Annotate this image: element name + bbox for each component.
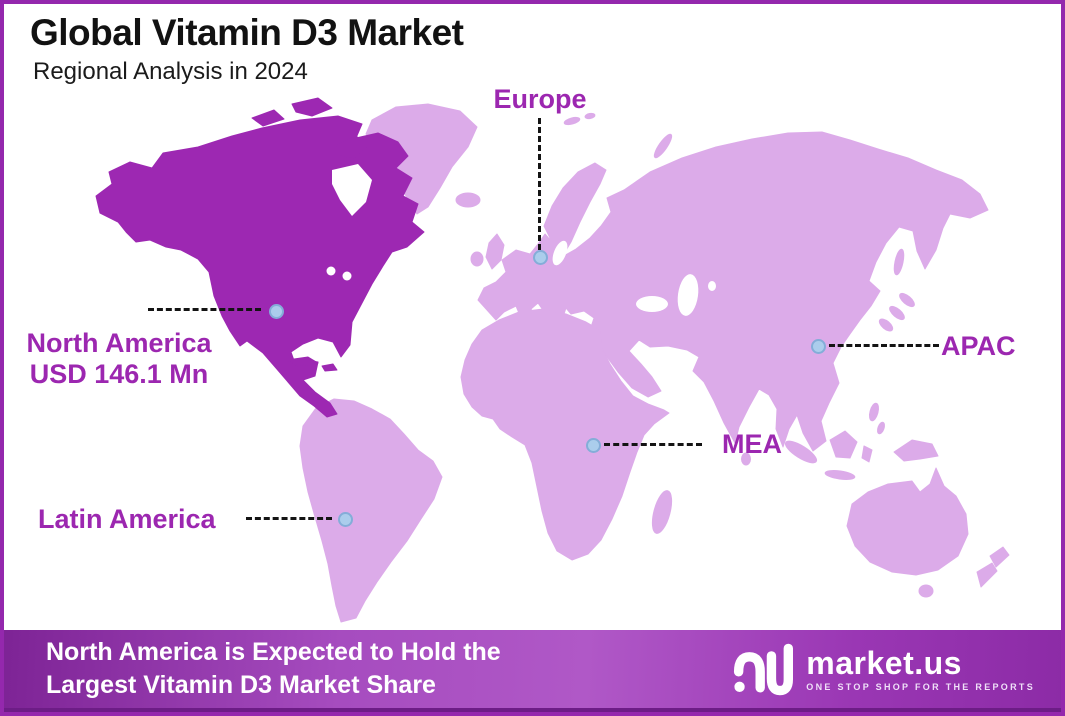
map-region-novaya-zemlya <box>653 133 673 159</box>
region-value-north-america: USD 146.1 Mn <box>29 359 209 389</box>
map-region-cuba <box>286 356 319 367</box>
map-region-svalbard <box>563 116 581 126</box>
map-region-new-zealand-south <box>976 562 998 588</box>
map-region-svalbard-east <box>584 112 596 120</box>
map-region-new-zealand <box>989 546 1010 568</box>
great-lakes-east <box>342 271 352 281</box>
footer-banner: North America is Expected to Hold the La… <box>0 630 1065 708</box>
page-title: Global Vitamin D3 Market <box>30 12 464 53</box>
map-region-japan-main <box>889 305 905 321</box>
map-region-new-guinea <box>893 439 939 462</box>
brand-tagline: ONE STOP SHOP FOR THE REPORTS <box>806 681 1035 692</box>
map-region-australia <box>846 467 969 576</box>
map-region-sulawesi <box>861 445 873 463</box>
footer-bottom-strip <box>0 708 1065 713</box>
region-label-north-america: North America USD 146.1 Mn <box>16 328 222 390</box>
map-region-africa <box>460 308 670 561</box>
marketus-logo: market.us ONE STOP SHOP FOR THE REPORTS <box>733 640 1035 698</box>
baltic-sea <box>552 240 568 266</box>
region-label-europe: Europe <box>493 84 587 114</box>
map-region-sumatra <box>784 440 818 464</box>
footer-headline-line2: Largest Vitamin D3 Market Share <box>46 671 436 699</box>
map-region-ireland <box>470 251 484 267</box>
connector-line-mea <box>604 443 702 446</box>
map-region-borneo <box>829 430 858 459</box>
marketus-logo-text: market.us ONE STOP SHOP FOR THE REPORTS <box>806 647 1035 692</box>
map-region-japan-south <box>878 318 894 332</box>
map-region-java <box>824 470 856 480</box>
region-label-latin-america: Latin America <box>38 504 216 534</box>
connector-line-europe <box>538 118 541 250</box>
connector-line-north-america <box>148 308 261 311</box>
map-region-philippines <box>868 402 880 422</box>
map-region-great-britain <box>485 233 505 270</box>
page-subtitle: Regional Analysis in 2024 <box>33 58 308 85</box>
marker-dot-apac <box>811 339 826 354</box>
map-region-japan-north <box>899 292 915 308</box>
black-sea <box>636 296 668 312</box>
connector-line-apac <box>829 344 939 347</box>
map-region-baffin-island <box>335 135 369 159</box>
hudson-bay <box>332 164 372 216</box>
map-region-arctic-islands <box>291 97 333 117</box>
connector-line-latin-america <box>246 517 332 520</box>
map-region-tasmania <box>918 584 934 598</box>
region-label-apac: APAC <box>941 331 1016 361</box>
marker-dot-latin-america <box>338 512 353 527</box>
map-region-madagascar <box>651 490 673 534</box>
map-region-sakhalin <box>893 248 905 276</box>
map-region-philippines-south <box>877 421 885 435</box>
footer-headline: North America is Expected to Hold the La… <box>46 636 501 702</box>
region-label-north-america-name: North America <box>26 328 212 358</box>
map-region-sri-lanka <box>741 452 751 466</box>
caspian-sea <box>677 274 699 316</box>
marketus-wave-icon <box>734 643 794 696</box>
brand-name: market.us <box>806 644 962 681</box>
footer-headline-line1: North America is Expected to Hold the <box>46 638 501 666</box>
map-region-arctic-islands-west <box>251 109 285 127</box>
marker-dot-north-america <box>269 304 284 319</box>
marker-dot-europe <box>533 250 548 265</box>
marker-dot-mea <box>586 438 601 453</box>
great-lakes-west <box>326 266 336 276</box>
map-region-iceland <box>455 192 481 208</box>
aral-sea <box>708 281 716 291</box>
region-label-mea: MEA <box>722 429 782 459</box>
map-region-hispaniola <box>321 363 338 372</box>
map-region-south-america <box>299 398 443 623</box>
